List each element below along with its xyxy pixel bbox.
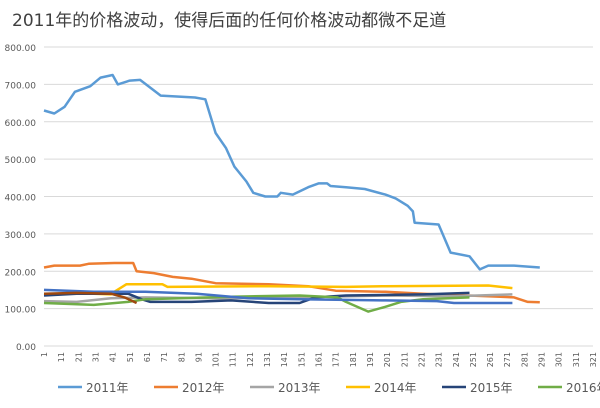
x-tick-label: 251 <box>469 352 478 367</box>
x-tick-label: 191 <box>366 352 375 367</box>
x-tick-label: 81 <box>177 352 186 362</box>
x-tick-label: 21 <box>74 352 83 362</box>
y-tick-label: 300.00 <box>5 231 37 241</box>
legend-label: 2014年 <box>374 381 417 395</box>
x-tick-label: 181 <box>349 352 358 367</box>
y-tick-label: 0.00 <box>16 343 36 353</box>
chart-title: 2011年的价格波动，使得后面的任何价格波动都微不足道 <box>12 11 447 31</box>
x-tick-label: 141 <box>280 352 289 367</box>
y-tick-label: 500.00 <box>5 156 37 166</box>
x-tick-label: 161 <box>315 352 324 367</box>
legend-label: 2013年 <box>278 381 321 395</box>
x-tick-label: 231 <box>435 352 444 367</box>
x-tick-label: 61 <box>143 352 152 362</box>
x-tick-label: 121 <box>246 352 255 367</box>
x-tick-label: 261 <box>486 352 495 367</box>
legend-label: 2016年 <box>566 381 600 395</box>
x-tick-label: 171 <box>332 352 341 367</box>
series-line-2015年 <box>43 291 470 305</box>
x-tick-label: 271 <box>503 352 512 367</box>
x-tick-label: 131 <box>263 352 272 367</box>
x-tick-label: 111 <box>229 352 238 367</box>
series-line-2017年 <box>43 288 513 305</box>
x-tick-label: 291 <box>538 352 547 367</box>
x-tick-label: 321 <box>589 352 598 367</box>
x-tick-label: 221 <box>417 352 426 367</box>
x-tick-label: 311 <box>572 352 581 367</box>
y-tick-label: 100.00 <box>5 306 37 316</box>
legend-label: 2015年 <box>470 381 513 395</box>
x-tick-label: 51 <box>126 352 135 362</box>
series-line-2016年 <box>43 294 470 313</box>
x-tick-label: 71 <box>160 352 169 362</box>
x-tick-label: 1 <box>40 352 49 357</box>
y-tick-label: 200.00 <box>5 268 37 278</box>
y-tick-label: 700.00 <box>5 81 37 91</box>
x-tick-label: 91 <box>194 352 203 362</box>
y-tick-label: 400.00 <box>5 194 37 204</box>
x-tick-label: 211 <box>400 352 409 367</box>
legend-label: 2011年 <box>86 381 129 395</box>
x-tick-label: 151 <box>297 352 306 367</box>
series-line-unnamed-7 <box>43 291 138 305</box>
x-tick-label: 281 <box>520 352 529 367</box>
x-tick-label: 301 <box>555 352 564 367</box>
x-tick-label: 31 <box>91 352 100 362</box>
x-tick-label: 11 <box>57 352 66 362</box>
y-tick-label: 600.00 <box>5 119 37 129</box>
legend-label: 2012年 <box>182 381 225 395</box>
series-line-2011年 <box>43 73 540 271</box>
x-tick-label: 101 <box>212 352 221 367</box>
x-tick-label: 201 <box>383 352 392 367</box>
x-tick-label: 41 <box>109 352 118 362</box>
y-tick-label: 800.00 <box>5 44 37 54</box>
x-tick-label: 241 <box>452 352 461 367</box>
